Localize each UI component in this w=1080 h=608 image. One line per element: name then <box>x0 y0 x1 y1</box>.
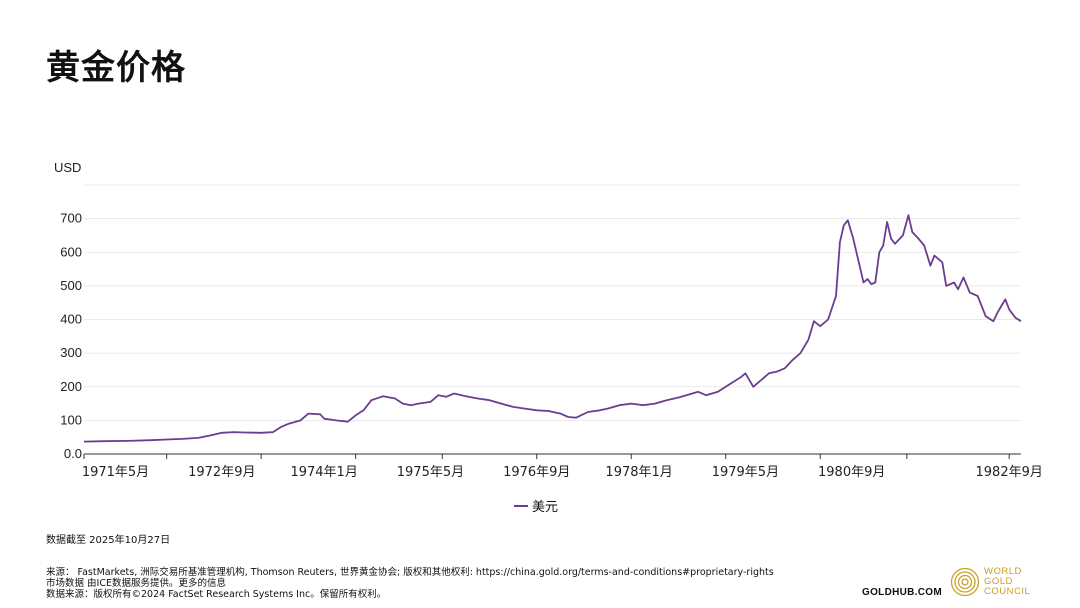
x-tick-label: 1982年9月 <box>976 465 1043 480</box>
y-tick-label: 100 <box>60 412 82 427</box>
footer-source[interactable]: 来源： FastMarkets, 洲际交易所基准管理机构, Thomson Re… <box>46 567 774 578</box>
wgc-logo: WORLD GOLD COUNCIL <box>950 567 1030 597</box>
x-tick-label: 1975年5月 <box>397 465 464 480</box>
goldhub-link[interactable]: GOLDHUB.COM <box>862 587 942 598</box>
y-tick-label: 0.0 <box>64 446 82 461</box>
x-axis: 1971年5月 1972年9月 1974年1月 1975年5月 1976年9月 1978年… <box>82 454 1043 480</box>
wgc-rings-icon <box>950 567 980 597</box>
wgc-word-1: WORLD <box>984 566 1022 577</box>
x-tick-label: 1978年1月 <box>605 465 672 480</box>
wgc-word-3: COUNCIL <box>984 586 1031 597</box>
x-tick-label: 1979年5月 <box>712 465 779 480</box>
footer-market-data[interactable]: 市场数据 由ICE数据服务提供。更多的信息 <box>46 578 226 589</box>
x-tick-label: 1972年9月 <box>188 465 255 480</box>
legend-label: 美元 <box>532 500 559 515</box>
y-tick-label: 300 <box>60 345 82 360</box>
y-tick-label: 400 <box>60 312 82 327</box>
x-tick-label: 1976年9月 <box>503 465 570 480</box>
legend-swatch <box>514 504 528 507</box>
as-of-date: 数据截至 2025年10月27日 <box>46 535 171 546</box>
y-tick-label: 200 <box>60 379 82 394</box>
grid <box>84 184 1021 455</box>
series-line-usd <box>83 214 1022 443</box>
x-tick-label: 1974年1月 <box>290 465 357 480</box>
page-title: 黄金价格 <box>46 48 186 88</box>
y-axis-unit: USD <box>54 160 81 175</box>
x-tick-label: 1980年9月 <box>818 465 885 480</box>
footer-copyright: 数据来源：版权所有©2024 FactSet Research Systems … <box>46 589 387 600</box>
y-tick-label: 600 <box>60 244 82 259</box>
legend[interactable]: 美元 <box>514 496 558 515</box>
x-tick-label: 1971年5月 <box>82 465 149 480</box>
chart: USD 0.0 100 200 300 400 500 600 700 1971年5月 1972… <box>54 160 1043 480</box>
footer-notes: 来源： FastMarkets, 洲际交易所基准管理机构, Thomson Re… <box>46 567 826 600</box>
y-axis: 0.0 100 200 300 400 500 600 700 <box>60 211 82 461</box>
y-tick-label: 500 <box>60 278 82 293</box>
y-tick-label: 700 <box>60 211 82 226</box>
wgc-word-2: GOLD <box>984 576 1013 587</box>
